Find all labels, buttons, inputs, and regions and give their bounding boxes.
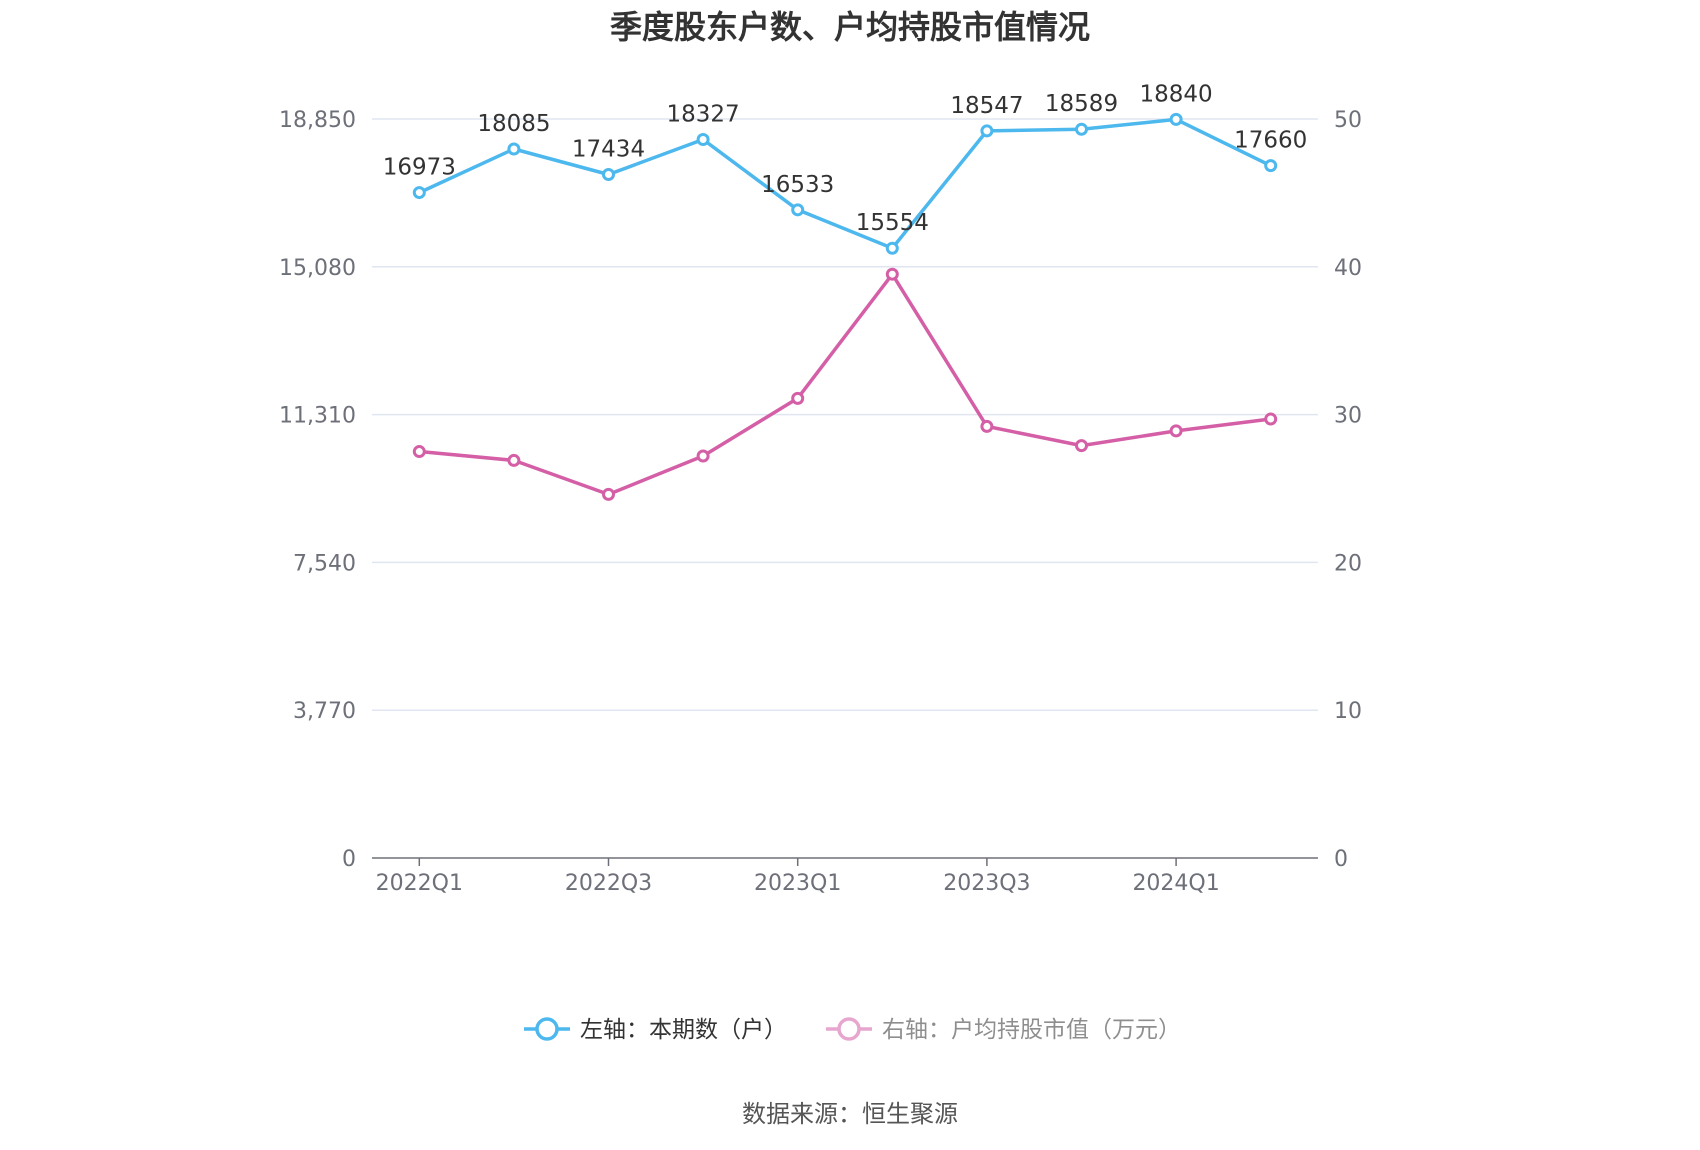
series-1-point[interactable]: [791, 203, 805, 217]
series-1-point[interactable]: [1169, 112, 1183, 126]
data-label: 17660: [1234, 128, 1307, 154]
left-axis-tick-label: 15,080: [279, 256, 356, 281]
data-label: 18840: [1140, 81, 1213, 107]
series-1-point[interactable]: [696, 133, 710, 147]
right-axis-tick-label: 10: [1334, 699, 1362, 724]
data-label: 18547: [950, 93, 1023, 119]
legend-marker-icon: [535, 1017, 559, 1041]
series-2-point[interactable]: [1075, 439, 1088, 453]
x-axis-tick-label: 2022Q3: [565, 871, 652, 896]
right-axis-ticks: 0 10 20 30 40 50: [1334, 108, 1362, 872]
data-label: 18085: [477, 111, 550, 137]
data-label: 18327: [667, 102, 740, 128]
right-axis-tick-label: 40: [1334, 256, 1362, 281]
series-1-point[interactable]: [1075, 122, 1088, 136]
chart-title: 季度股东户数、户均持股市值情况: [610, 8, 1090, 46]
series-1-point[interactable]: [885, 241, 899, 255]
x-axis: 2022Q1 2022Q3 2023Q1 2023Q3 2024Q1: [372, 857, 1318, 896]
data-label: 17434: [572, 137, 645, 163]
data-label: 18589: [1045, 91, 1118, 117]
series-2-point[interactable]: [1169, 424, 1183, 438]
series-1-point[interactable]: [602, 168, 615, 182]
x-axis-tick-label: 2023Q1: [754, 871, 841, 896]
series-lines: [412, 112, 1278, 501]
series-2-point[interactable]: [980, 419, 994, 433]
left-axis-tick-label: 7,540: [293, 551, 356, 576]
series-line-2: [419, 272, 1271, 497]
source-note: 数据来源：恒生聚源: [742, 1100, 958, 1128]
grid-lines: [372, 118, 1318, 711]
right-axis-tick-label: 30: [1334, 404, 1362, 429]
left-axis-tick-label: 3,770: [293, 699, 356, 724]
series-2-point[interactable]: [412, 445, 426, 459]
series-1-point[interactable]: [412, 186, 426, 200]
legend[interactable]: 左轴：本期数（户） 右轴：户均持股市值（万元）: [524, 1017, 1181, 1043]
x-axis-tick-label: 2024Q1: [1132, 871, 1219, 896]
right-axis-tick-label: 20: [1334, 551, 1362, 576]
legend-item-1[interactable]: 左轴：本期数（户）: [524, 1017, 787, 1043]
right-axis-tick-label: 50: [1334, 108, 1362, 133]
data-labels: 16973 18085 17434 18327 16533 15554 18547 18589…: [383, 81, 1308, 236]
series-line-1: [418, 117, 1272, 250]
left-axis-tick-label: 11,310: [279, 404, 356, 429]
x-axis-tick-label: 2023Q3: [943, 871, 1030, 896]
left-axis-ticks: 0 3,770 7,540 11,310 15,080 18,850: [279, 108, 356, 872]
x-axis-tick-label: 2022Q1: [376, 871, 463, 896]
legend-item-2[interactable]: 右轴：户均持股市值（万元）: [826, 1017, 1181, 1043]
series-1-point[interactable]: [1264, 159, 1278, 173]
series-1-point[interactable]: [507, 142, 521, 156]
data-label: 16533: [761, 172, 834, 198]
series-2-point[interactable]: [507, 453, 521, 467]
series-2-point[interactable]: [602, 487, 615, 501]
right-axis-tick-label: 0: [1334, 847, 1348, 872]
left-axis-tick-label: 18,850: [279, 108, 356, 133]
legend-marker-icon: [837, 1017, 861, 1041]
series-2-point[interactable]: [885, 267, 899, 281]
series-1-point[interactable]: [980, 124, 994, 138]
legend-label: 左轴：本期数（户）: [580, 1017, 787, 1043]
series-2-point[interactable]: [791, 391, 805, 405]
data-label: 16973: [383, 155, 456, 181]
series-2-point[interactable]: [1264, 412, 1278, 426]
data-label: 15554: [856, 210, 929, 236]
legend-label: 右轴：户均持股市值（万元）: [882, 1017, 1181, 1043]
left-axis-tick-label: 0: [342, 847, 356, 872]
series-2-point[interactable]: [696, 449, 710, 463]
